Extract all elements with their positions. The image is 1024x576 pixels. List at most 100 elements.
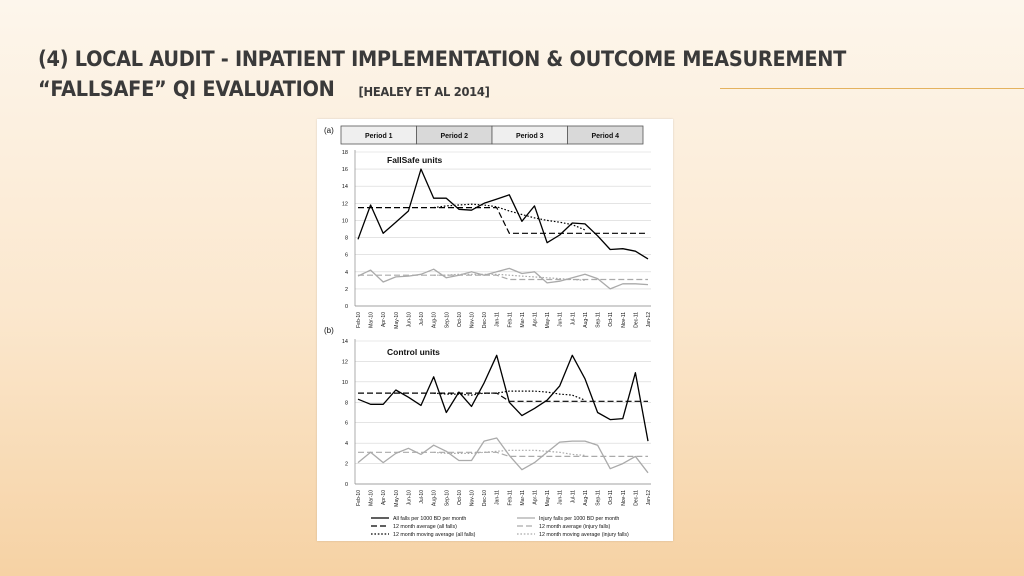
x-tick-label-b: Jul-10 (419, 490, 425, 504)
x-tick-label-a: Dec-11 (633, 312, 639, 328)
series-line-a-2 (433, 203, 586, 231)
x-tick-label-b: Jan-12 (646, 490, 652, 506)
x-tick-label-b: Apr-11 (533, 490, 539, 505)
x-tick-label-a: Sep-10 (444, 312, 450, 328)
y-tick-label-b: 10 (342, 380, 348, 386)
y-tick-label-a: 8 (345, 236, 348, 242)
x-tick-label-a: Feb-10 (356, 312, 362, 328)
y-tick-label-a: 10 (342, 218, 348, 224)
x-tick-label-a: Apr-11 (533, 312, 539, 327)
series-line-a-5 (433, 273, 586, 281)
x-tick-label-a: May-11 (545, 312, 551, 329)
legend-label: Injury falls per 1000 BD per month (539, 516, 619, 522)
panel-label-b: (b) (324, 326, 334, 335)
x-tick-label-a: Aug-11 (583, 312, 589, 328)
x-tick-label-a: Jun-10 (406, 312, 412, 328)
x-tick-label-b: Sep-11 (596, 490, 602, 506)
x-tick-label-b: Nov-10 (469, 490, 475, 506)
legend-label: 12 month average (all falls) (393, 524, 457, 530)
series-line-a-3 (357, 267, 649, 290)
x-tick-label-a: Jan-12 (646, 312, 652, 328)
x-tick-label-a: Aug-10 (432, 312, 438, 328)
title-line-1: (4) Local audit - Inpatient implementati… (38, 47, 847, 71)
x-tick-label-a: Nov-10 (469, 312, 475, 328)
x-tick-label-a: Sep-11 (596, 312, 602, 328)
series-line-a-0 (357, 168, 649, 260)
x-tick-label-a: Apr-10 (381, 312, 387, 327)
x-tick-label-b: Dec-10 (482, 490, 488, 506)
x-tick-label-b: Jul-11 (570, 490, 576, 503)
falls-chart-svg: (a) 0 2 4 6 8 10 12 14 16 18 Feb-10 Mar-10 Apr-10 May-… (324, 125, 652, 538)
x-tick-label-a: Nov-11 (621, 312, 627, 328)
y-tick-label-a: 14 (342, 184, 348, 190)
x-tick-label-b: May-10 (394, 490, 400, 507)
x-tick-label-b: Feb-10 (356, 490, 362, 506)
y-tick-label-b: 0 (345, 482, 348, 488)
x-tick-label-b: May-11 (545, 490, 551, 507)
x-tick-label-a: Mar-10 (369, 312, 375, 328)
x-tick-label-a: Jul-11 (570, 312, 576, 325)
y-tick-label-a: 12 (342, 201, 348, 207)
series-line-b-2 (433, 390, 586, 401)
period-box-4 (567, 125, 644, 145)
x-tick-label-a: Jul-10 (419, 312, 425, 326)
x-tick-label-a: Jan-11 (495, 312, 501, 327)
y-tick-label-b: 14 (342, 339, 348, 345)
y-tick-label-a: 18 (342, 150, 348, 156)
y-tick-label-b: 12 (342, 359, 348, 365)
x-tick-label-b: Jan-11 (495, 490, 501, 505)
panel-title-a: FallSafe units (387, 155, 443, 165)
legend-label: 12 month moving average (injury falls) (539, 532, 629, 538)
legend-label: All falls per 1000 BD per month (393, 516, 466, 522)
x-tick-label-a: Jun-11 (558, 312, 564, 327)
x-tick-label-b: Jun-11 (558, 490, 564, 505)
x-tick-label-a: Oct-10 (457, 312, 463, 327)
y-tick-label-a: 6 (345, 253, 348, 259)
series-line-a-1 (358, 206, 648, 234)
y-tick-label-a: 0 (345, 304, 348, 310)
period-label-2: Period 2 (440, 133, 468, 140)
x-tick-label-b: Oct-11 (608, 490, 614, 505)
y-tick-label-a: 2 (345, 287, 348, 293)
panel-label-a: (a) (324, 126, 334, 135)
x-tick-label-a: Mar-11 (520, 312, 526, 328)
x-tick-label-b: Jun-10 (406, 490, 412, 506)
x-tick-label-b: Mar-11 (520, 490, 526, 506)
x-tick-label-b: Apr-10 (381, 490, 387, 505)
series-line-b-5 (433, 449, 586, 456)
x-tick-label-b: Aug-11 (583, 490, 589, 506)
y-tick-label-a: 4 (345, 270, 348, 276)
title-underline-rule (720, 88, 1024, 89)
x-tick-label-b: Sep-10 (444, 490, 450, 506)
x-tick-label-b: Oct-10 (457, 490, 463, 505)
x-tick-label-a: Dec-10 (482, 312, 488, 328)
series-line-b-3 (357, 437, 649, 474)
series-line-b-1 (358, 392, 648, 402)
series-line-b-0 (357, 354, 649, 442)
series-line-a-4 (358, 274, 648, 281)
title-line-2-wrap: “Fallsafe” QI evaluation [Healey et al 20… (38, 74, 912, 107)
panel-title-b: Control units (387, 347, 440, 357)
legend-label: 12 month average (injury falls) (539, 524, 610, 530)
y-tick-label-b: 6 (345, 421, 348, 427)
x-tick-label-b: Mar-10 (369, 490, 375, 506)
falls-figure: (a) 0 2 4 6 8 10 12 14 16 18 Feb-10 Mar-10 Apr-10 May-… (317, 119, 673, 541)
x-tick-label-b: Aug-10 (432, 490, 438, 506)
x-tick-label-b: Feb-11 (507, 490, 513, 506)
slide-title: (4) Local audit - Inpatient implementati… (38, 44, 912, 107)
x-tick-label-b: Dec-11 (633, 490, 639, 506)
title-line-2: “Fallsafe” QI evaluation (38, 77, 335, 101)
period-label-3: Period 3 (516, 133, 544, 140)
citation: [Healey et al 2014] (358, 84, 490, 99)
x-tick-label-a: May-10 (394, 312, 400, 329)
y-tick-label-b: 2 (345, 462, 348, 468)
y-tick-label-b: 4 (345, 441, 348, 447)
series-line-b-4 (358, 451, 648, 457)
x-tick-label-a: Oct-11 (608, 312, 614, 327)
y-tick-label-a: 16 (342, 167, 348, 173)
x-tick-label-b: Nov-11 (621, 490, 627, 506)
period-label-4: Period 4 (591, 133, 619, 140)
period-label-1: Period 1 (365, 133, 393, 140)
legend-label: 12 month moving average (all falls) (393, 532, 476, 538)
x-tick-label-a: Feb-11 (507, 312, 513, 328)
